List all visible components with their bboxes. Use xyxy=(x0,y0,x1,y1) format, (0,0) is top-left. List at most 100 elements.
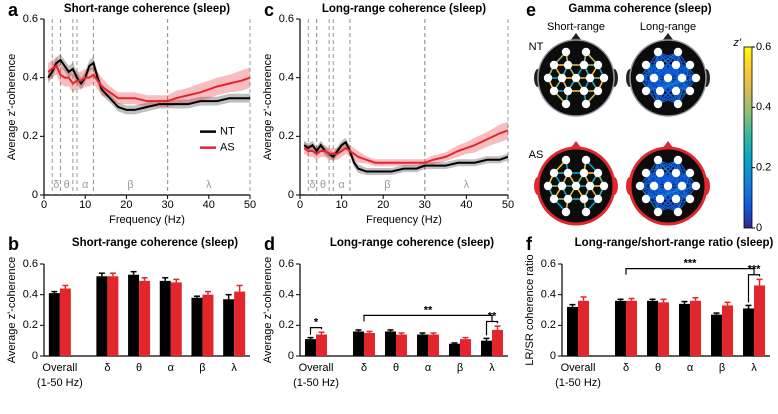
x-tick-label: 40 xyxy=(460,199,472,211)
electrode xyxy=(649,73,659,83)
electrode xyxy=(571,181,581,191)
connection xyxy=(645,185,669,200)
electrode xyxy=(641,86,651,96)
x-tick-label: λ xyxy=(231,362,237,374)
electrode xyxy=(649,181,659,191)
electrode xyxy=(549,194,559,204)
x-tick-label: Overall xyxy=(42,362,77,374)
electrode xyxy=(599,73,609,83)
bar xyxy=(316,334,327,356)
bar xyxy=(481,340,492,356)
bar xyxy=(191,297,203,356)
electrode xyxy=(655,168,665,178)
electrode xyxy=(579,86,589,96)
electrode xyxy=(593,60,603,70)
bar xyxy=(722,305,733,356)
y-axis-label: Average z'-coherence xyxy=(262,257,274,363)
band-label: λ xyxy=(206,179,212,191)
y-axis-label: Average z'-coherence xyxy=(6,257,18,363)
band-label: λ xyxy=(464,179,470,191)
bar xyxy=(460,339,471,356)
significance-bracket xyxy=(747,274,761,303)
y-tick-label: 0 xyxy=(288,189,294,201)
electrode xyxy=(593,86,603,96)
y-tick-label: 0.4 xyxy=(279,72,294,84)
bar xyxy=(567,306,578,356)
bar xyxy=(353,331,364,356)
error-band xyxy=(48,54,251,115)
connection xyxy=(639,64,691,79)
chart-title: Short-range coherence (sleep) xyxy=(64,3,230,15)
bar xyxy=(754,285,765,356)
x-note: (1-50 Hz) xyxy=(37,377,83,389)
head xyxy=(534,141,618,226)
electrode xyxy=(653,155,663,165)
electrode xyxy=(543,181,553,191)
x-tick-label: 10 xyxy=(335,199,347,211)
electrode xyxy=(561,99,571,109)
electrode xyxy=(561,207,571,217)
connection xyxy=(645,51,679,66)
connection xyxy=(659,77,697,92)
y-tick-label: 0.6 xyxy=(23,258,38,270)
connection xyxy=(657,90,691,105)
x-note: (1-50 Hz) xyxy=(555,377,601,389)
series-line xyxy=(303,129,509,164)
electrode xyxy=(677,181,687,191)
panel-letter: f xyxy=(526,234,533,254)
y-tick-label: 0 xyxy=(550,350,556,362)
row-label: AS xyxy=(529,149,544,161)
electrode xyxy=(653,47,663,57)
band-label: δ xyxy=(53,179,59,191)
connection xyxy=(645,90,679,105)
electrode xyxy=(673,155,683,165)
electrode xyxy=(641,168,651,178)
band-label: θ xyxy=(64,179,70,191)
y-tick-label: 0.2 xyxy=(541,319,556,331)
connection xyxy=(653,64,691,79)
electrode xyxy=(641,60,651,70)
electrode xyxy=(563,168,573,178)
electrode xyxy=(671,60,681,70)
y-axis-label: Average z'-coherence xyxy=(262,54,274,160)
column-label: Long-range xyxy=(640,21,696,33)
y-axis-label: Average z'-coherence xyxy=(6,54,18,160)
bar xyxy=(578,300,589,356)
error-band xyxy=(48,57,251,107)
significance-bracket xyxy=(363,314,493,322)
x-tick-label: 40 xyxy=(203,199,215,211)
colorbar xyxy=(743,46,753,229)
chart-title: Long-range coherence (sleep) xyxy=(322,3,486,15)
y-tick-label: 0.6 xyxy=(279,258,294,270)
x-tick-label: δ xyxy=(104,362,110,374)
band-label: β xyxy=(384,179,390,191)
column-label: Short-range xyxy=(547,21,605,33)
y-tick-label: 0.2 xyxy=(279,319,294,331)
electrode xyxy=(685,194,695,204)
bar xyxy=(679,303,690,356)
significance-bracket xyxy=(625,268,755,275)
x-tick-label: θ xyxy=(655,362,661,374)
panel-letter: e xyxy=(526,0,536,20)
connection xyxy=(645,64,659,105)
bar xyxy=(417,334,428,356)
y-tick-label: 0.4 xyxy=(541,289,556,301)
x-tick-label: α xyxy=(168,362,175,374)
connection xyxy=(645,185,683,200)
significance-label: ** xyxy=(488,310,497,322)
electrode xyxy=(549,60,559,70)
electrode xyxy=(685,168,695,178)
connection xyxy=(677,64,691,105)
electrode xyxy=(685,60,695,70)
connection xyxy=(639,172,691,187)
electrode xyxy=(585,181,595,191)
panel-letter: a xyxy=(8,0,19,20)
connection xyxy=(639,64,677,79)
electrode xyxy=(563,86,573,96)
y-tick-label: 0.2 xyxy=(23,319,38,331)
y-tick-label: 0.2 xyxy=(23,130,38,142)
y-tick-label: 0.4 xyxy=(23,72,38,84)
y-tick-label: 0.4 xyxy=(23,289,38,301)
bar xyxy=(364,333,375,356)
